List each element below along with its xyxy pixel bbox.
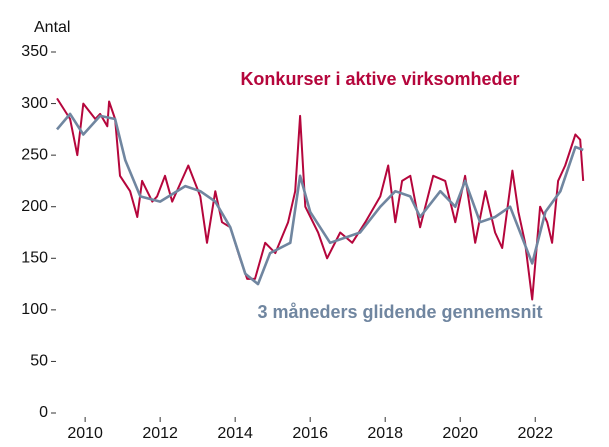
x-tick-label: 2020 bbox=[442, 425, 478, 442]
series-label: 3 måneders glidende gennemsnit bbox=[257, 302, 542, 322]
x-tick-label: 2010 bbox=[67, 425, 103, 442]
x-tick-label: 2016 bbox=[292, 425, 328, 442]
y-tick-label: 300 bbox=[21, 95, 48, 112]
x-tick-label: 2018 bbox=[367, 425, 403, 442]
y-axis-label: Antal bbox=[34, 19, 70, 36]
x-tick-label: 2022 bbox=[517, 425, 553, 442]
y-tick-label: 50 bbox=[30, 353, 48, 370]
x-tick-label: 2012 bbox=[142, 425, 178, 442]
y-tick-label: 150 bbox=[21, 250, 48, 267]
y-tick-label: 200 bbox=[21, 198, 48, 215]
series-line bbox=[56, 112, 584, 286]
y-tick-label: 250 bbox=[21, 146, 48, 163]
y-tick-label: 100 bbox=[21, 301, 48, 318]
y-tick-label: 0 bbox=[39, 404, 48, 421]
x-tick-label: 2014 bbox=[217, 425, 253, 442]
series-line bbox=[56, 97, 585, 301]
series-label: Konkurser i aktive virksomheder bbox=[240, 69, 519, 89]
y-tick-label: 350 bbox=[21, 43, 48, 60]
